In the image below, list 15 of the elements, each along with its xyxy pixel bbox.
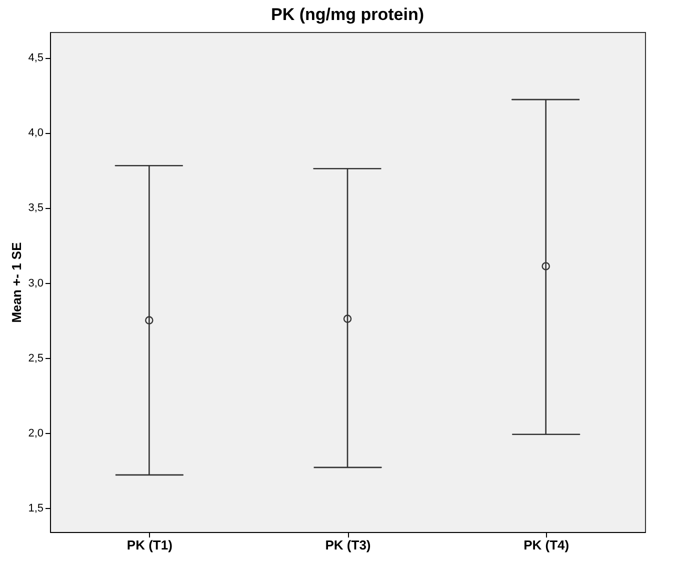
- point: [542, 262, 550, 270]
- point: [343, 314, 352, 323]
- y-axis-title: Mean +- 1 SE: [9, 242, 24, 323]
- x-tick-label: PK (T4): [524, 538, 570, 552]
- x-tick-label: PK (T3): [325, 538, 371, 552]
- y-tick-label: 1,5: [28, 502, 44, 514]
- y-tick-label: 4,5: [28, 52, 44, 64]
- y-tick-label: 3,0: [28, 277, 44, 290]
- point: [145, 316, 154, 324]
- y-tick-label: 4,0: [28, 127, 44, 140]
- y-tick-label: 3,5: [28, 202, 44, 214]
- y-tick-label: 2,0: [28, 427, 44, 440]
- chart-title: PK (ng/mg protein): [271, 5, 424, 24]
- x-tick-label: PK (T1): [126, 538, 172, 552]
- y-tick-label: 2,5: [28, 352, 44, 364]
